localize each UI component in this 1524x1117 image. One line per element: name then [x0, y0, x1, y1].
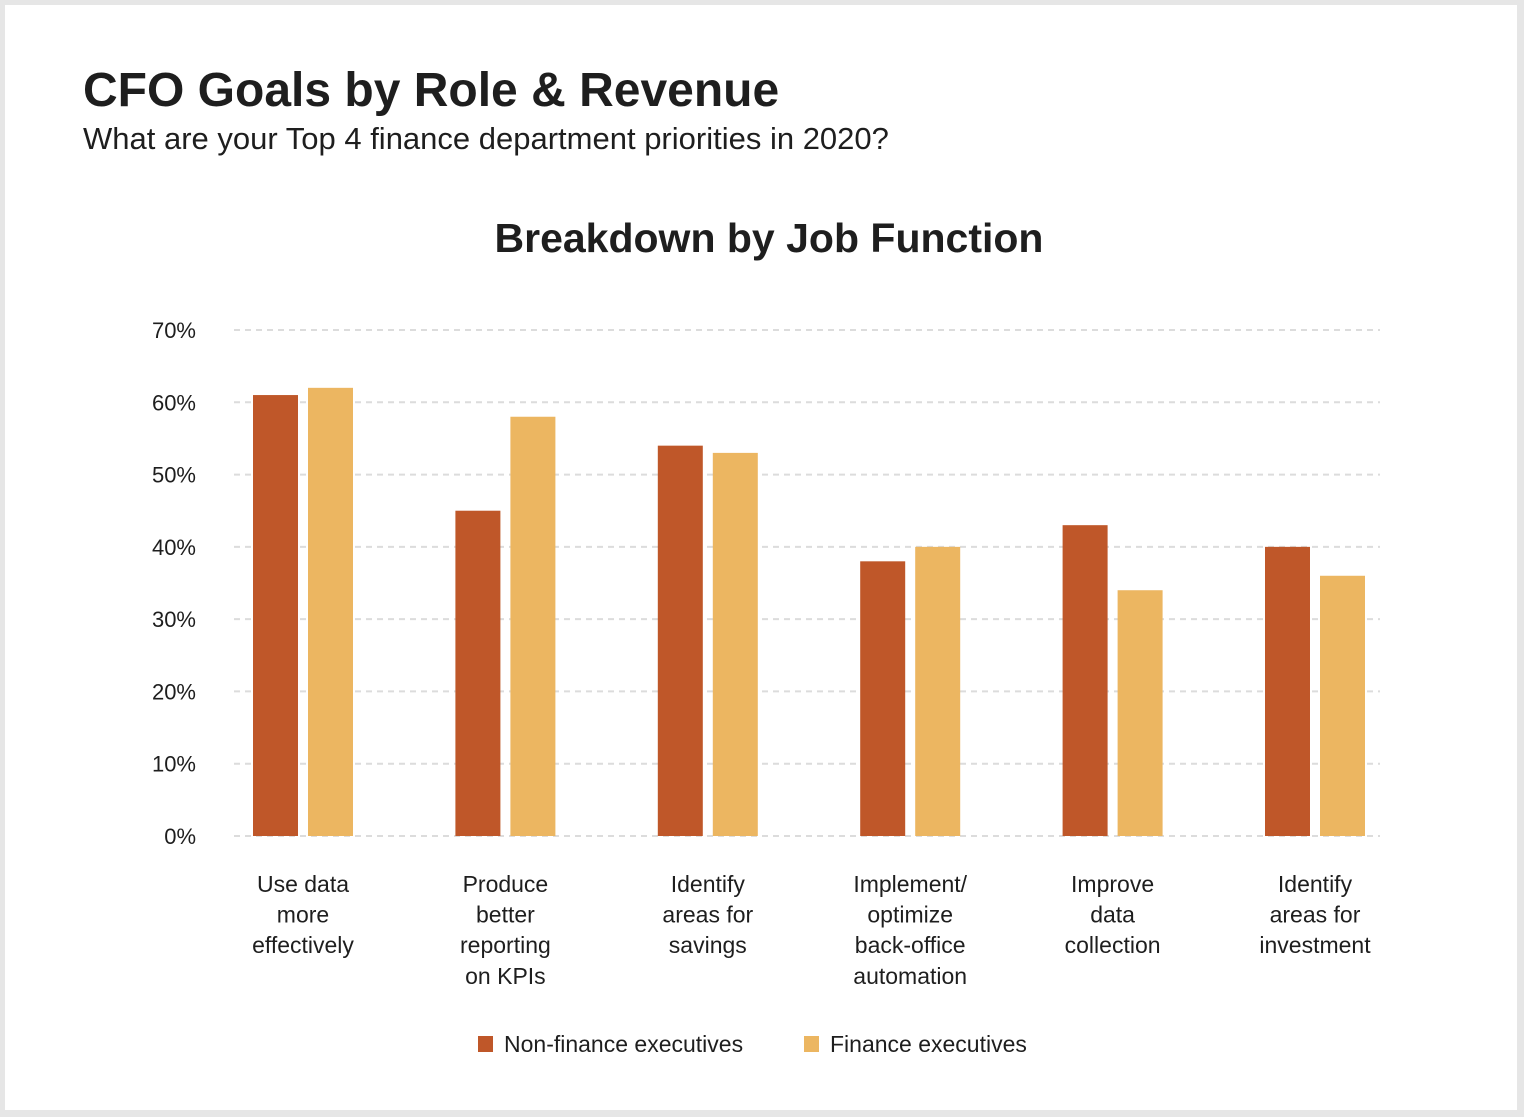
category-label: Produce better reporting on KPIs: [460, 871, 551, 989]
y-tick-label: 0%: [164, 824, 196, 849]
page-subtitle: What are your Top 4 finance department p…: [83, 121, 889, 156]
legend-swatch-non-finance: [478, 1036, 493, 1052]
bar-finance: [1117, 590, 1163, 836]
bar-non-finance: [253, 395, 298, 836]
category-label: Improve data collection: [1065, 871, 1161, 958]
category-label: Identify areas for savings: [662, 871, 753, 958]
y-tick-label: 30%: [152, 607, 196, 632]
page-title: CFO Goals by Role & Revenue: [83, 64, 780, 117]
y-tick-label: 40%: [152, 535, 196, 560]
y-tick-label: 10%: [152, 752, 196, 777]
x-axis-categories: Use data more effectively Produce better repo…: [252, 871, 1371, 989]
y-tick-label: 50%: [152, 463, 196, 488]
y-tick-label: 60%: [152, 390, 196, 415]
y-tick-label: 20%: [152, 679, 196, 704]
grid-lines: [234, 329, 1380, 837]
bar-non-finance: [657, 445, 703, 836]
bar-non-finance: [1062, 525, 1108, 836]
category-label: Use data more effectively: [252, 871, 354, 958]
bar-finance: [308, 387, 353, 836]
y-axis-ticks: 0% 10% 20% 30% 40% 50% 60% 70%: [152, 318, 196, 849]
category-label: Implement/optimize back-office automation: [853, 871, 967, 989]
legend-label-non-finance: Non-finance executives: [504, 1031, 743, 1057]
legend-label-finance: Finance executives: [830, 1031, 1027, 1057]
y-tick-label: 70%: [152, 318, 196, 343]
bars: [253, 387, 1365, 836]
bar-non-finance: [860, 561, 906, 836]
legend: Non-finance executives Finance executive…: [478, 1031, 1027, 1057]
bar-non-finance: [1265, 546, 1310, 836]
chart-title: Breakdown by Job Function: [495, 215, 1044, 261]
bar-non-finance: [455, 510, 501, 836]
legend-swatch-finance: [804, 1036, 819, 1052]
bar-finance: [712, 452, 758, 836]
bar-finance: [915, 546, 961, 836]
bar-finance: [1320, 575, 1365, 836]
bar-finance: [510, 416, 556, 836]
category-label: Identify areas for investment: [1259, 871, 1371, 958]
